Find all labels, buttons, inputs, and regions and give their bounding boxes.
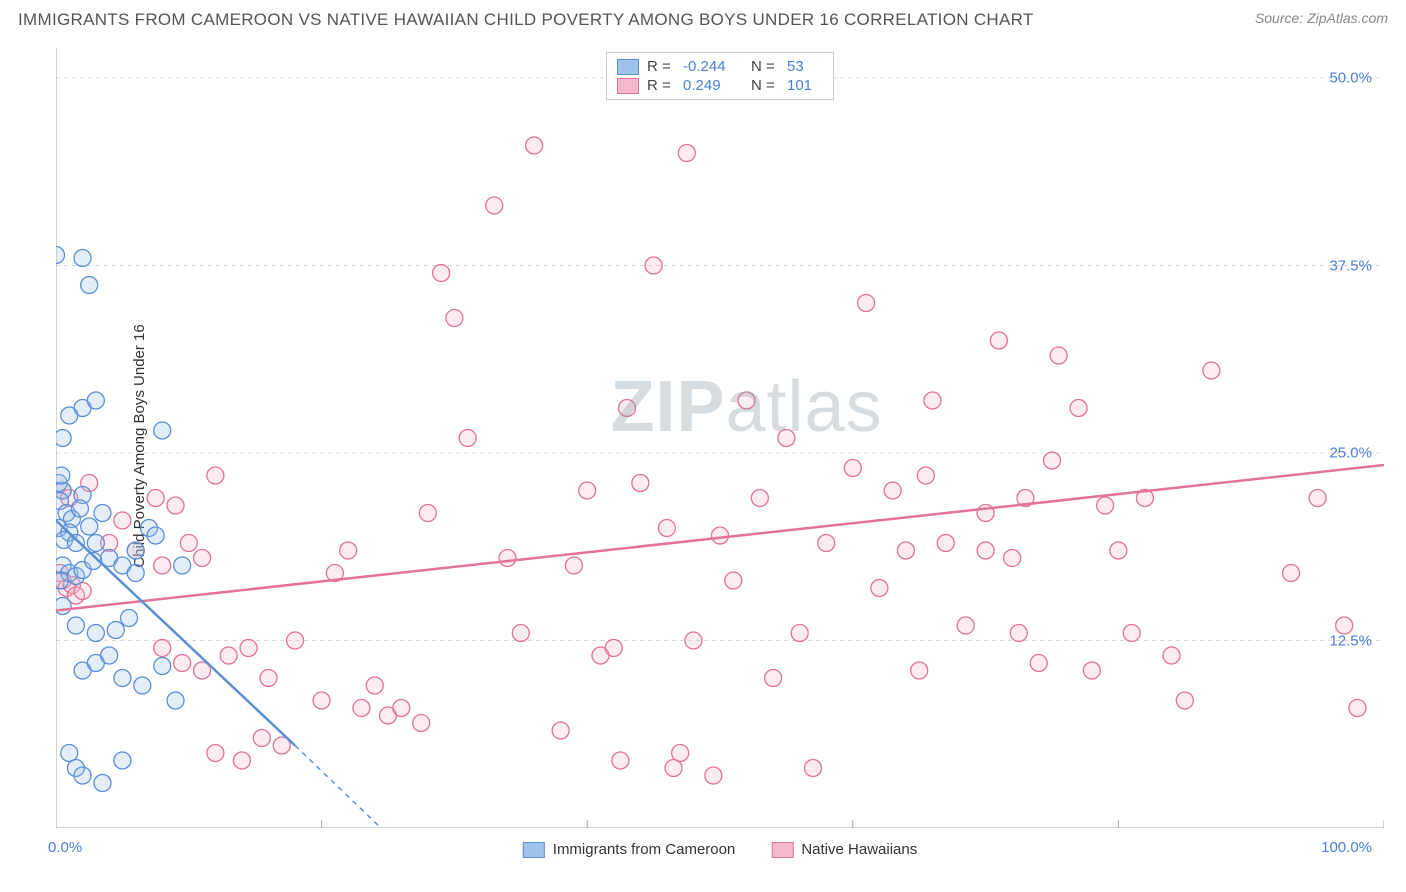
r-value-2: 0.249 [683,77,743,94]
x-tick-label: 0.0% [48,839,82,856]
x-tick-label: 100.0% [1321,839,1372,856]
y-tick-label: 50.0% [1329,70,1372,87]
chart-title: IMMIGRANTS FROM CAMEROON VS NATIVE HAWAI… [18,10,1034,30]
legend-label-2: Native Hawaiians [801,841,917,858]
n-value-1: 53 [787,58,823,75]
n-value-2: 101 [787,77,823,94]
correlation-legend: R = -0.244 N = 53 R = 0.249 N = 101 [606,52,834,100]
y-tick-label: 12.5% [1329,632,1372,649]
scatter-plot-svg [56,48,1384,828]
y-tick-label: 37.5% [1329,257,1372,274]
legend-item-1: Immigrants from Cameroon [523,841,736,858]
legend-swatch-blue [523,842,545,858]
legend-row-series-1: R = -0.244 N = 53 [617,57,823,76]
legend-label-1: Immigrants from Cameroon [553,841,736,858]
source-attribution: Source: ZipAtlas.com [1255,10,1388,26]
r-value-1: -0.244 [683,58,743,75]
r-label: R = [647,77,675,94]
legend-swatch-blue [617,59,639,75]
legend-row-series-2: R = 0.249 N = 101 [617,76,823,95]
n-label: N = [751,58,779,75]
r-label: R = [647,58,675,75]
chart-area: R = -0.244 N = 53 R = 0.249 N = 101 Immi… [56,48,1384,828]
n-label: N = [751,77,779,94]
legend-item-2: Native Hawaiians [771,841,917,858]
legend-swatch-pink [771,842,793,858]
legend-swatch-pink [617,78,639,94]
y-tick-label: 25.0% [1329,445,1372,462]
series-legend: Immigrants from Cameroon Native Hawaiian… [523,841,917,858]
